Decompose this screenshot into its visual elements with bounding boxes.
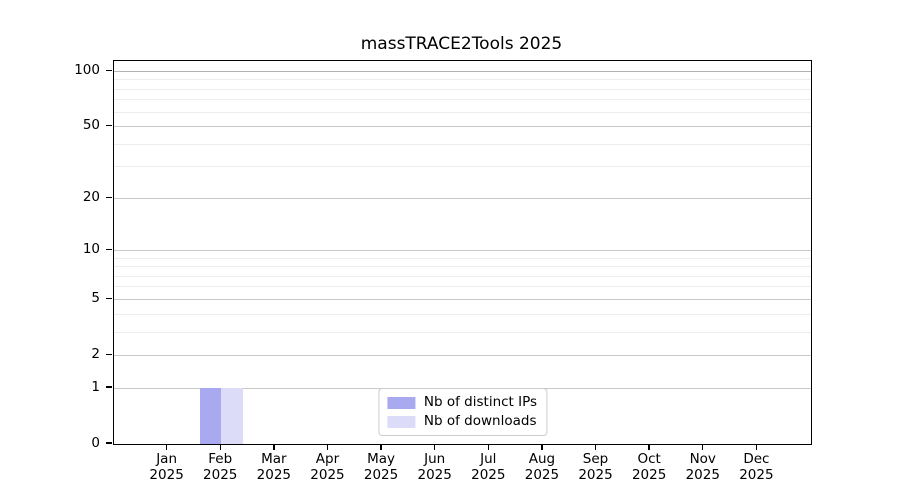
x-axis-tick-label: Nov 2025 — [671, 451, 735, 483]
x-axis-tick-mark — [648, 444, 650, 450]
y-axis-tick-label: 50 — [82, 117, 100, 134]
legend-swatch-downloads — [386, 415, 415, 428]
bar-distinct-ips — [199, 388, 222, 444]
y-axis-tick-label: 20 — [82, 188, 100, 205]
y-axis-tick-label: 5 — [91, 289, 100, 306]
x-axis-tick-mark — [273, 444, 275, 450]
x-axis-tick-label: Jan 2025 — [135, 451, 199, 483]
x-axis-tick-year: 2025 — [203, 467, 238, 483]
y-axis-tick-label: 100 — [74, 61, 100, 78]
x-axis-tick-label: Feb 2025 — [188, 451, 252, 483]
y-axis-tick-mark — [106, 297, 112, 300]
legend-label: Nb of distinct IPs — [423, 394, 538, 410]
y-axis-tick-mark — [106, 353, 112, 355]
chart-title: massTRACE2Tools 2025 — [360, 34, 563, 54]
y-gridline — [114, 197, 811, 199]
y-gridline — [114, 88, 811, 90]
x-axis-tick-mark — [326, 444, 329, 450]
y-axis-tick-mark — [106, 196, 112, 198]
y-gridline — [114, 298, 811, 300]
y-gridline — [114, 275, 811, 277]
x-axis-tick-label: Sep 2025 — [564, 451, 628, 483]
x-axis-tick-mark — [541, 444, 543, 450]
y-gridline — [114, 257, 811, 259]
y-gridline — [114, 70, 811, 72]
x-axis-tick-mark — [702, 444, 704, 450]
x-axis-tick-year: 2025 — [578, 467, 613, 483]
y-gridline — [114, 266, 811, 268]
y-gridline — [114, 111, 811, 113]
bar-downloads — [221, 388, 243, 444]
legend-swatch-distinct-ips — [386, 396, 415, 409]
y-gridline — [114, 249, 811, 251]
y-gridline — [114, 331, 811, 333]
y-axis-tick-mark — [106, 442, 112, 444]
x-axis-tick-year: 2025 — [310, 467, 345, 483]
x-axis-tick-mark — [594, 444, 597, 450]
x-axis-tick-year: 2025 — [417, 467, 452, 483]
x-axis-tick-year: 2025 — [471, 467, 506, 483]
x-axis-tick-label: Jul 2025 — [456, 451, 520, 483]
y-gridline — [114, 166, 811, 168]
x-axis-tick-mark — [380, 444, 382, 450]
y-gridline — [114, 143, 811, 145]
y-gridline — [114, 126, 811, 128]
y-axis-tick-label: 0 — [91, 434, 100, 451]
y-axis-tick-mark — [106, 248, 112, 251]
y-axis-tick-mark — [106, 386, 112, 388]
x-axis-tick-mark — [433, 444, 436, 450]
x-axis-tick-label: Oct 2025 — [617, 451, 681, 483]
x-axis-tick-mark — [219, 444, 221, 450]
x-axis-tick-label: Jun 2025 — [403, 451, 467, 483]
legend-label: Nb of downloads — [423, 413, 537, 429]
y-axis-tick-label: 1 — [91, 378, 100, 395]
y-axis-tick-mark — [106, 124, 112, 127]
x-axis-tick-year: 2025 — [739, 467, 774, 483]
x-axis-tick-year: 2025 — [256, 467, 292, 483]
x-axis-tick-year: 2025 — [524, 467, 560, 483]
x-axis-tick-label: Mar 2025 — [242, 451, 306, 483]
y-gridline — [114, 354, 811, 356]
x-axis-tick-year: 2025 — [631, 467, 667, 483]
y-gridline — [114, 286, 811, 288]
x-axis-tick-year: 2025 — [685, 467, 720, 483]
legend-entry-distinct-ips: Nb of distinct IPs — [386, 394, 538, 410]
x-axis-tick-label: May 2025 — [349, 451, 413, 483]
x-axis-tick-year: 2025 — [149, 467, 184, 483]
x-axis-tick-label: Apr 2025 — [295, 451, 359, 483]
y-axis-tick-label: 10 — [82, 240, 100, 257]
y-axis-tick-label: 2 — [91, 345, 100, 362]
y-gridline — [114, 79, 811, 81]
y-axis-tick-mark — [106, 69, 112, 72]
x-axis-tick-mark — [487, 444, 489, 450]
legend-entry-downloads: Nb of downloads — [386, 413, 537, 429]
x-axis-tick-mark — [755, 444, 758, 450]
x-axis-tick-mark — [165, 444, 168, 450]
legend: Nb of distinct IPs Nb of downloads — [377, 388, 548, 436]
x-axis-tick-label: Dec 2025 — [724, 451, 788, 483]
y-gridline — [114, 99, 811, 101]
x-axis-tick-year: 2025 — [363, 467, 399, 483]
y-gridline — [114, 313, 811, 315]
x-axis-tick-label: Aug 2025 — [510, 451, 574, 483]
plot-area: Nb of distinct IPs Nb of downloads — [113, 60, 812, 445]
